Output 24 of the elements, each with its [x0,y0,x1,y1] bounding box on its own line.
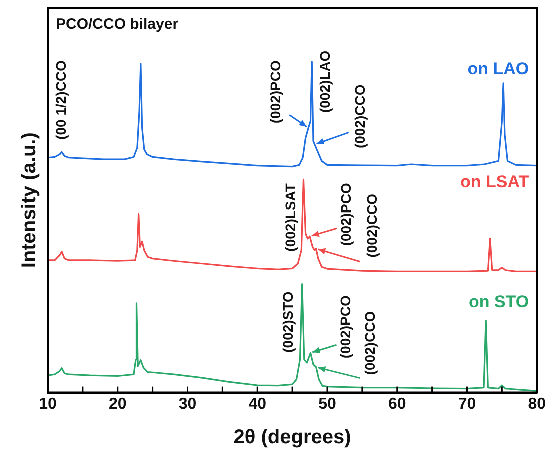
x-tick-label: 30 [178,396,197,413]
annotation: (002)CCO [364,194,380,258]
x-tick-label: 80 [528,396,546,413]
x-tick-label: 20 [108,396,127,413]
annotation: (002)PCO [338,183,354,246]
text: on LSAT [460,172,530,192]
x-axis-title: 2θ (degrees) [234,426,352,449]
x-tick-label: 60 [388,396,406,413]
x-tick-label: 70 [458,396,476,413]
annotation: (002)LSAT [282,183,299,252]
x-tick-label: 40 [248,396,267,413]
y-axis-title: Intensity (a.u.) [18,132,41,268]
annotation: (002)PCO [267,60,284,124]
annotation: (002)LAO [316,50,333,114]
annotation: (00 1/2)CCO [52,60,69,140]
chart-title: PCO/CCO bilayer [56,16,179,34]
annotation: (002)CCO [352,84,368,149]
annotation: (002)CCO [362,311,378,376]
series-label: on LAO [468,60,530,79]
annotation: (002)STO [280,292,296,353]
series-label: on STO [468,292,530,312]
x-tick-label: 10 [39,396,57,413]
annotation: (002)PCO [338,295,354,359]
x-tick-label: 50 [318,396,336,413]
